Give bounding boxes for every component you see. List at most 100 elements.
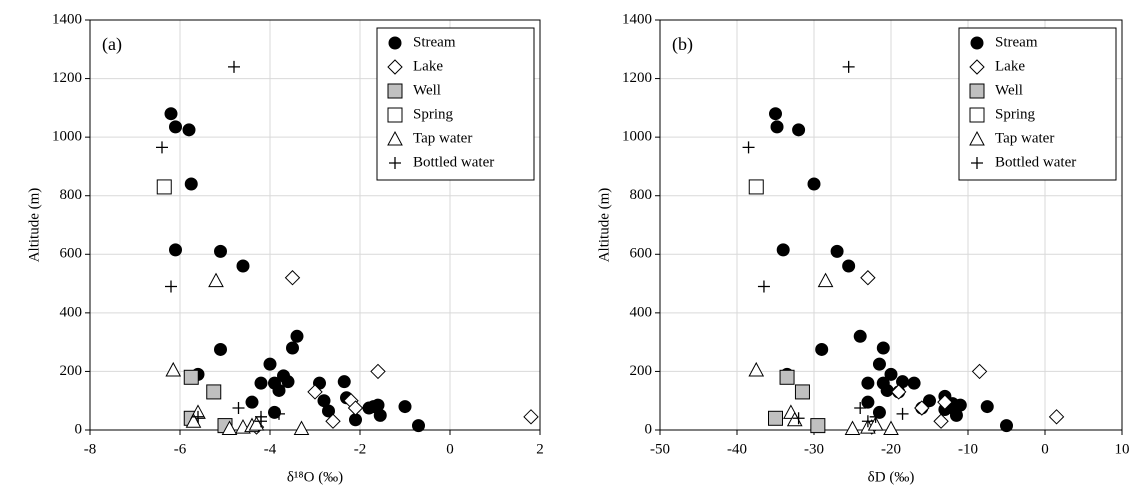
data-point (776, 243, 790, 257)
data-point (815, 342, 829, 356)
legend-label: Lake (413, 58, 443, 74)
data-point (182, 123, 196, 137)
legend-label: Well (995, 82, 1023, 98)
data-point (268, 405, 281, 419)
legend-box (376, 27, 535, 181)
y-tick-label: 400 (60, 304, 83, 320)
data-point (748, 361, 765, 377)
x-tick-label: -6 (174, 441, 187, 457)
data-point (792, 123, 806, 137)
y-tick-label: 200 (630, 363, 653, 379)
legend-label: Well (413, 82, 441, 98)
x-tick-label: 0 (446, 441, 454, 457)
data-point (165, 280, 177, 293)
data-point (214, 244, 227, 258)
data-point (1000, 419, 1013, 433)
data-point (748, 179, 764, 195)
y-tick-label: 600 (630, 246, 653, 262)
data-point (810, 418, 826, 434)
data-point (169, 120, 182, 134)
data-point (293, 420, 310, 436)
data-point (284, 270, 301, 286)
legend-marker (969, 83, 985, 99)
data-point (844, 420, 861, 436)
y-tick-label: 0 (75, 421, 83, 437)
legend-marker (389, 157, 401, 169)
data-point (768, 410, 783, 426)
legend-marker (970, 36, 984, 50)
data-point (290, 329, 304, 343)
legend-label: Spring (413, 106, 454, 122)
data-point (779, 369, 795, 385)
x-tick-label: -8 (84, 441, 97, 457)
data-point (896, 407, 909, 420)
data-point (337, 375, 351, 389)
data-point (370, 363, 386, 380)
data-point (362, 401, 376, 415)
data-point (236, 259, 250, 273)
data-point (907, 376, 921, 390)
panel-label: (a) (102, 34, 122, 55)
x-tick-label: -4 (264, 441, 277, 457)
data-point (792, 412, 805, 425)
y-tick-label: 400 (630, 304, 653, 320)
data-point (861, 376, 875, 390)
data-point (286, 341, 299, 355)
legend-marker (388, 36, 402, 50)
data-point (769, 107, 782, 121)
data-point (221, 420, 238, 436)
x-tick-label: 0 (1041, 441, 1049, 457)
x-tick-label: 10 (1115, 441, 1130, 457)
data-point (273, 407, 285, 420)
x-tick-label: -50 (650, 441, 670, 457)
legend-marker (971, 157, 983, 169)
y-axis-label: Altitude (m) (596, 188, 612, 263)
legend-label: Tap water (995, 130, 1054, 146)
data-point (373, 408, 387, 422)
data-point (347, 400, 364, 416)
legend-label: Spring (995, 106, 1036, 122)
y-tick-label: 1400 (52, 11, 82, 27)
data-point (165, 361, 182, 377)
data-point (214, 342, 227, 356)
x-tick-label: -30 (804, 441, 824, 457)
y-tick-label: 200 (60, 363, 83, 379)
data-point (980, 400, 994, 414)
legend-marker (387, 130, 403, 146)
y-tick-label: 1400 (622, 11, 652, 27)
legend-label: Tap water (413, 130, 472, 146)
data-point (412, 419, 425, 433)
data-point (860, 270, 876, 286)
legend-label: Lake (995, 58, 1025, 74)
data-point (842, 60, 855, 73)
data-point (245, 395, 259, 409)
x-axis-label: δ¹⁸O (‰) (287, 469, 343, 485)
data-point (861, 415, 874, 428)
data-point (398, 400, 412, 414)
data-point (914, 400, 930, 416)
y-tick-label: 1200 (52, 70, 82, 86)
data-point (869, 410, 882, 423)
legend-marker (969, 107, 985, 123)
data-point (884, 367, 898, 381)
data-point (742, 141, 755, 154)
data-point (164, 107, 178, 121)
data-point (255, 415, 267, 428)
data-point (206, 384, 222, 400)
legend-label: Stream (413, 34, 456, 50)
data-point (971, 363, 988, 380)
data-point (254, 376, 268, 390)
data-point (880, 383, 894, 397)
data-point (156, 179, 172, 195)
panel-label: (b) (672, 34, 693, 55)
x-tick-label: -20 (881, 441, 901, 457)
legend-marker (387, 83, 403, 99)
data-point (872, 405, 886, 419)
data-point (185, 413, 202, 428)
data-point (248, 416, 265, 431)
data-point (883, 420, 899, 436)
data-point (933, 413, 949, 429)
legend-marker (969, 59, 985, 75)
data-point (872, 357, 886, 371)
